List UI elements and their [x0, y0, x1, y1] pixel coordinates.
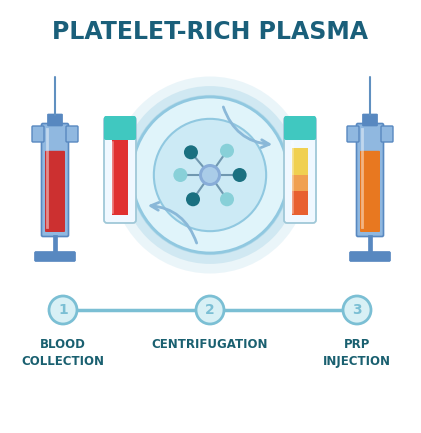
FancyBboxPatch shape [347, 126, 359, 142]
Bar [292, 148, 308, 174]
FancyBboxPatch shape [104, 116, 136, 140]
Text: PLATELET-RICH PLASMA: PLATELET-RICH PLASMA [52, 20, 368, 44]
Circle shape [186, 192, 200, 206]
Circle shape [49, 296, 77, 324]
Text: 2: 2 [205, 303, 215, 317]
Circle shape [202, 167, 218, 183]
Circle shape [220, 192, 234, 206]
FancyBboxPatch shape [104, 117, 136, 223]
Circle shape [343, 296, 371, 324]
FancyBboxPatch shape [53, 235, 57, 253]
FancyBboxPatch shape [368, 235, 372, 253]
FancyBboxPatch shape [45, 151, 65, 232]
FancyBboxPatch shape [48, 114, 63, 126]
Circle shape [196, 296, 224, 324]
Circle shape [132, 97, 288, 253]
FancyBboxPatch shape [284, 117, 316, 223]
Circle shape [220, 144, 234, 158]
Text: BLOOD
COLLECTION: BLOOD COLLECTION [21, 338, 104, 368]
FancyBboxPatch shape [66, 126, 78, 142]
FancyBboxPatch shape [32, 126, 44, 142]
FancyBboxPatch shape [357, 123, 384, 236]
Bar [292, 174, 308, 191]
FancyBboxPatch shape [42, 123, 69, 236]
Circle shape [199, 164, 221, 186]
Text: 3: 3 [352, 303, 362, 317]
Circle shape [154, 119, 266, 231]
FancyBboxPatch shape [360, 151, 380, 232]
FancyBboxPatch shape [35, 252, 75, 262]
Circle shape [233, 168, 247, 182]
FancyBboxPatch shape [284, 116, 316, 140]
Text: PRP
INJECTION: PRP INJECTION [323, 338, 391, 368]
FancyBboxPatch shape [362, 114, 378, 126]
FancyBboxPatch shape [349, 252, 391, 262]
Bar [112, 140, 128, 215]
Text: CENTRIFUGATION: CENTRIFUGATION [152, 338, 268, 351]
Circle shape [184, 145, 198, 159]
Circle shape [173, 168, 187, 182]
Bar [292, 191, 308, 215]
Text: 1: 1 [58, 303, 68, 317]
FancyBboxPatch shape [381, 126, 393, 142]
